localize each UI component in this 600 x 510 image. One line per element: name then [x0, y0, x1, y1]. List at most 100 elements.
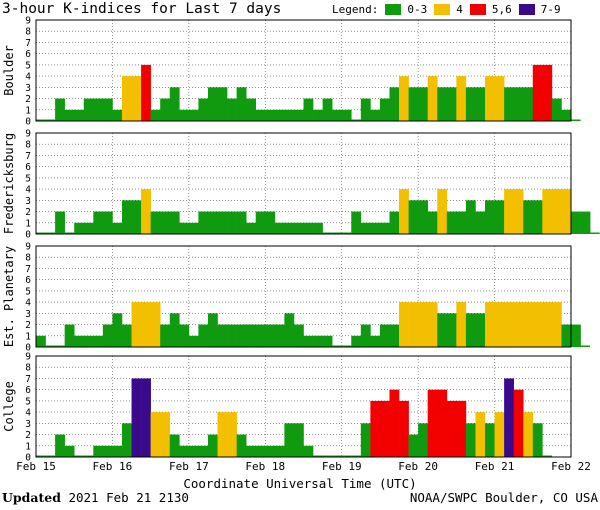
y-tick-label: 9 [25, 242, 31, 253]
bar [504, 87, 514, 121]
bar [370, 109, 381, 121]
bar [179, 445, 190, 457]
bar [227, 324, 237, 347]
bar [571, 119, 581, 121]
bar [504, 189, 514, 234]
bar [485, 302, 495, 347]
bar [64, 445, 75, 457]
bar [255, 324, 266, 347]
bar [370, 400, 381, 457]
y-tick-label: 6 [25, 275, 31, 286]
bar [112, 445, 123, 457]
bar [236, 87, 247, 121]
bar [217, 412, 228, 457]
bar [456, 302, 467, 347]
bar [55, 211, 65, 234]
bar [74, 335, 85, 347]
bar [160, 324, 171, 347]
bar [379, 324, 390, 347]
bar [303, 98, 314, 121]
y-tick-label: 3 [25, 83, 31, 94]
bar [465, 200, 476, 234]
bar [446, 313, 457, 347]
bar [207, 434, 218, 457]
bar [446, 87, 457, 121]
bar [427, 302, 438, 347]
bar [121, 324, 132, 347]
bar [45, 455, 56, 457]
bar [188, 109, 199, 121]
y-tick-label: 3 [25, 309, 31, 320]
bar [274, 445, 285, 457]
bar [399, 400, 409, 457]
bar [45, 232, 56, 234]
bar [532, 200, 543, 234]
bar [494, 412, 505, 457]
bar [160, 412, 171, 457]
bar [265, 324, 276, 347]
bar [332, 455, 342, 457]
bar [351, 455, 361, 457]
bar [303, 335, 314, 347]
legend-swatch [385, 4, 402, 15]
bar [485, 200, 495, 234]
bar [418, 302, 428, 347]
bar [207, 313, 218, 347]
bar [494, 200, 505, 234]
page-title: 3-hour K-indices for Last 7 days [2, 1, 282, 17]
bar [456, 211, 467, 234]
bar [465, 423, 476, 457]
bar [36, 335, 46, 347]
bar [150, 109, 161, 121]
bar [408, 302, 419, 347]
bar [494, 76, 505, 121]
bar [83, 335, 94, 347]
bar [532, 64, 543, 121]
y-tick-label: 7 [25, 38, 31, 49]
bar [399, 189, 409, 234]
bar [542, 189, 553, 234]
y-tick-label: 8 [25, 363, 31, 374]
bar [360, 98, 371, 121]
bar [532, 423, 543, 457]
bar [112, 222, 123, 234]
bar [456, 400, 467, 457]
bar [532, 302, 543, 347]
bar [131, 76, 142, 121]
bar [418, 200, 428, 234]
bar [198, 98, 209, 121]
y-tick-label: 2 [25, 207, 31, 218]
panel-label: Est. Planetary [2, 246, 16, 347]
bar [322, 232, 333, 234]
bar [64, 109, 75, 121]
bar [360, 324, 371, 347]
bar [112, 313, 123, 347]
bar [379, 222, 390, 234]
bar [580, 211, 591, 234]
bar [513, 189, 524, 234]
bar [389, 389, 400, 457]
bar [379, 98, 390, 121]
legend-swatch [518, 4, 535, 15]
bar [513, 389, 524, 457]
bar [36, 232, 46, 234]
panel-frame [35, 355, 572, 458]
bar [198, 324, 209, 347]
bar [551, 189, 562, 234]
bar [64, 324, 75, 347]
bar [389, 324, 400, 347]
k-index-chart: 0123456789Boulder0123456789Fredericksbur… [2, 16, 600, 473]
bar [45, 345, 56, 347]
y-tick-label: 8 [25, 253, 31, 264]
bar [246, 98, 257, 121]
bar [102, 324, 113, 347]
bar [465, 313, 476, 347]
bar [389, 87, 400, 121]
bar [523, 412, 534, 457]
x-tick-label: Feb 17 [169, 460, 209, 473]
bar [274, 222, 285, 234]
bar [246, 445, 257, 457]
bar [160, 211, 171, 234]
